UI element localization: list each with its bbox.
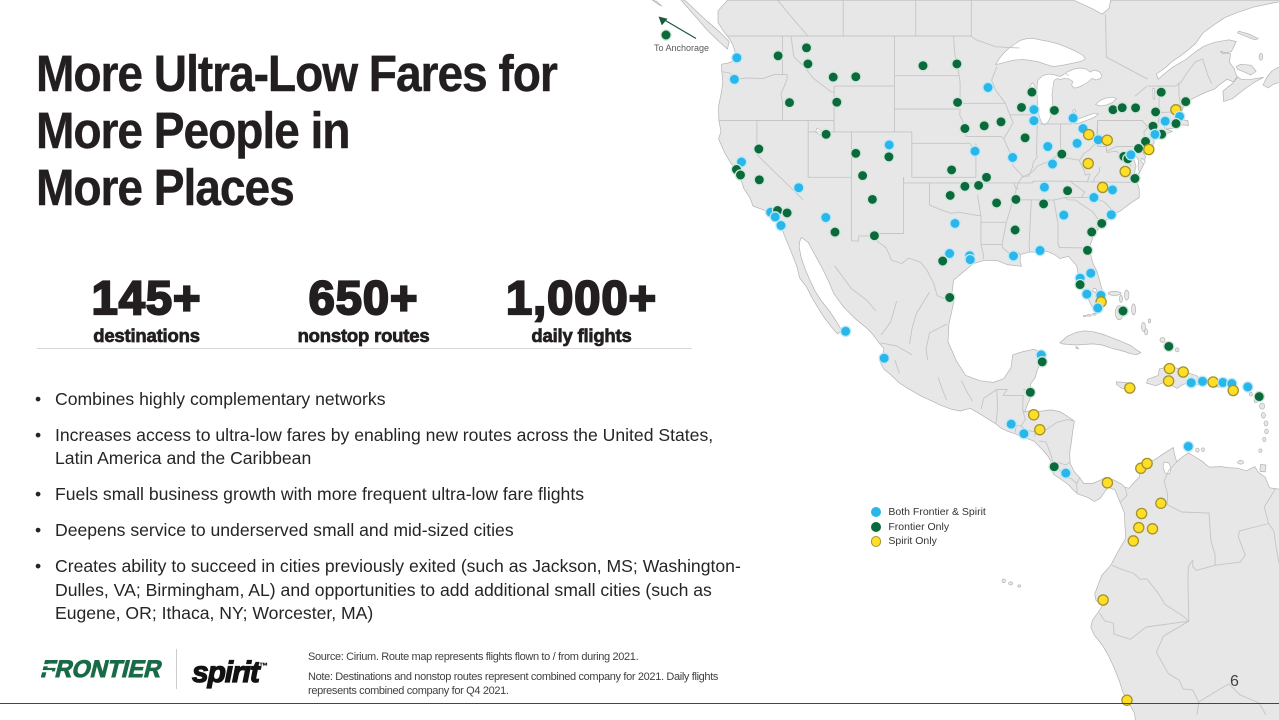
svg-text:FRONTIER: FRONTIER xyxy=(41,659,164,678)
